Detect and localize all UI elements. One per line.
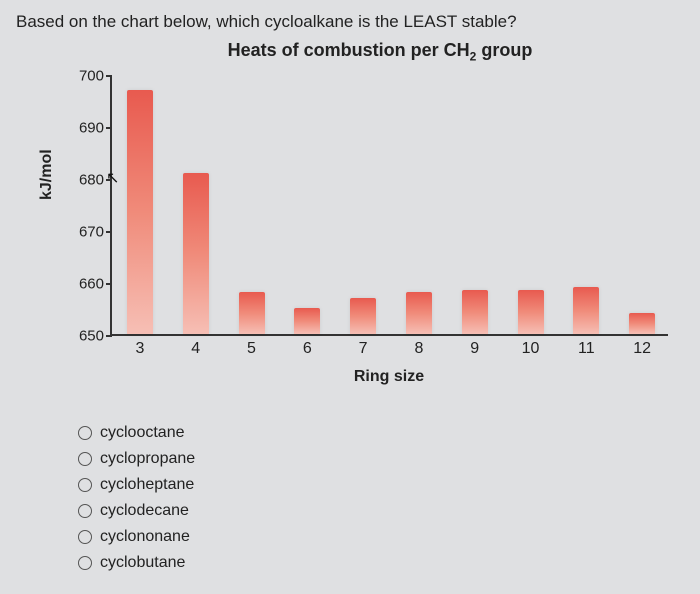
bar xyxy=(518,290,544,334)
answer-option-label: cyclobutane xyxy=(100,550,185,576)
bar xyxy=(350,298,376,334)
y-tick-mark xyxy=(106,179,112,181)
chart: Heats of combustion per CH2 group kJ/mol… xyxy=(20,40,680,400)
y-tick-mark xyxy=(106,75,112,77)
bar xyxy=(629,313,655,334)
x-tick-label: 7 xyxy=(359,334,368,358)
radio-icon xyxy=(78,426,92,440)
y-tick-mark xyxy=(106,335,112,337)
x-tick-label: 8 xyxy=(414,334,423,358)
question-text: Based on the chart below, which cycloalk… xyxy=(0,0,700,40)
x-tick-label: 3 xyxy=(135,334,144,358)
x-tick-label: 12 xyxy=(633,334,651,358)
answer-options: cyclooctanecyclopropanecycloheptanecyclo… xyxy=(0,400,700,576)
y-axis-label: kJ/mol xyxy=(38,149,56,200)
answer-option-label: cyclopropane xyxy=(100,446,195,472)
x-tick-label: 5 xyxy=(247,334,256,358)
y-tick-mark xyxy=(106,127,112,129)
answer-option[interactable]: cyclooctane xyxy=(78,420,700,446)
answer-option[interactable]: cycloheptane xyxy=(78,472,700,498)
x-tick-label: 6 xyxy=(303,334,312,358)
answer-option[interactable]: cyclononane xyxy=(78,524,700,550)
answer-option-label: cyclodecane xyxy=(100,498,189,524)
x-axis-label: Ring size xyxy=(110,368,668,386)
answer-option[interactable]: cyclodecane xyxy=(78,498,700,524)
radio-icon xyxy=(78,556,92,570)
bar xyxy=(183,173,209,334)
radio-icon xyxy=(78,530,92,544)
answer-option[interactable]: cyclopropane xyxy=(78,446,700,472)
answer-option[interactable]: cyclobutane xyxy=(78,550,700,576)
answer-option-label: cyclooctane xyxy=(100,420,185,446)
answer-option-label: cycloheptane xyxy=(100,472,194,498)
x-tick-label: 11 xyxy=(578,334,595,358)
bar xyxy=(462,290,488,334)
chart-title: Heats of combustion per CH2 group xyxy=(20,40,680,64)
radio-icon xyxy=(78,452,92,466)
answer-option-label: cyclononane xyxy=(100,524,190,550)
bar xyxy=(573,287,599,334)
bar xyxy=(127,90,153,334)
bar xyxy=(294,308,320,334)
x-tick-label: 4 xyxy=(191,334,200,358)
bar xyxy=(406,292,432,334)
x-tick-label: 10 xyxy=(522,334,540,358)
x-tick-label: 9 xyxy=(470,334,479,358)
radio-icon xyxy=(78,504,92,518)
plot-area: 6506606706806907003456789101112 xyxy=(110,76,668,336)
radio-icon xyxy=(78,478,92,492)
bar xyxy=(239,292,265,334)
y-tick-mark xyxy=(106,283,112,285)
y-tick-mark xyxy=(106,231,112,233)
